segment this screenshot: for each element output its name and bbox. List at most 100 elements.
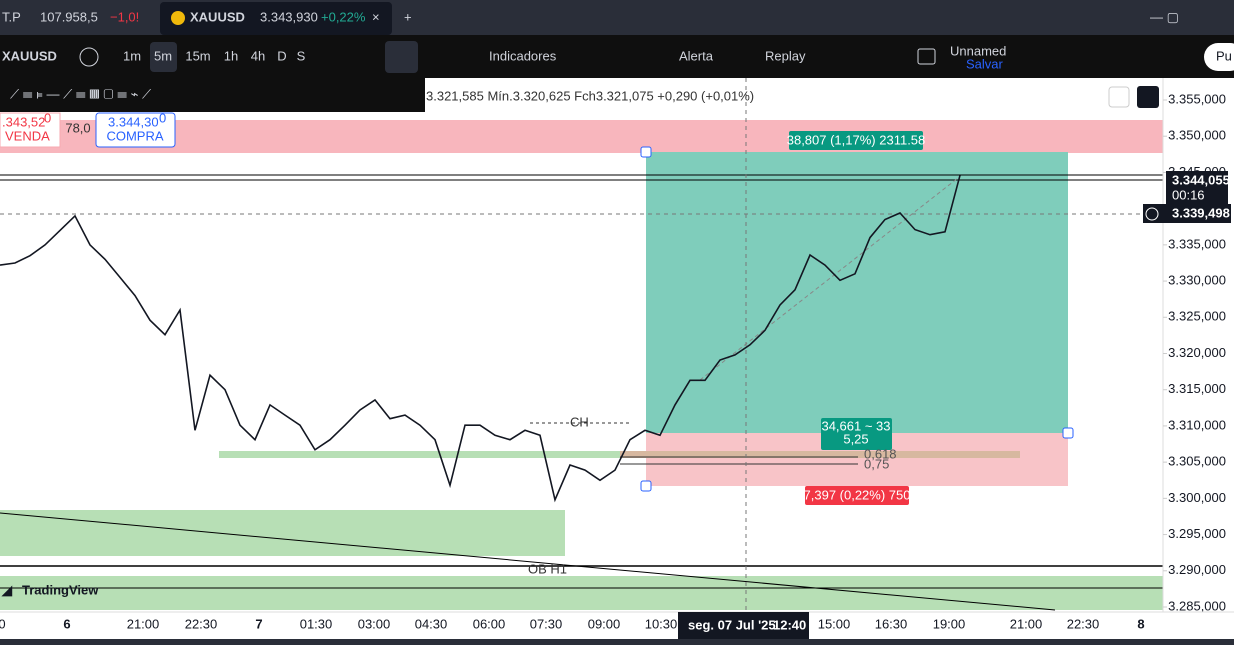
interval-button[interactable]: 1h	[224, 48, 238, 63]
demand-zone	[0, 576, 1163, 610]
spread: 78,0	[65, 120, 90, 135]
chart-type-button[interactable]	[385, 41, 418, 73]
price-tick-label: 3.325,000	[1168, 309, 1226, 324]
drawing-tools[interactable]: ⟋ ☰ ⊧ — ⟋ ☰ ▦ ▢ ☰ ⌁ ⟋	[10, 86, 152, 101]
layout-icon[interactable]	[917, 48, 936, 65]
time-tick-label: 21:00	[1010, 616, 1043, 631]
center-label-box	[821, 418, 892, 450]
publish-label[interactable]: Pu	[1216, 48, 1232, 63]
demand-zone	[0, 510, 565, 556]
time-tick-label: 22:30	[185, 616, 218, 631]
interval-button[interactable]: 5m	[154, 48, 172, 63]
time-tick-label: 15:00	[818, 616, 851, 631]
indicators-button[interactable]: Indicadores	[489, 48, 557, 63]
save-label[interactable]: Salvar	[966, 56, 1004, 71]
brand-logo: ◢	[1, 582, 13, 597]
interval-button[interactable]: D	[277, 48, 286, 63]
price-tick-label: 3.350,000	[1168, 128, 1226, 143]
new-tab[interactable]: +	[404, 9, 412, 24]
crosshair-time: 12:40	[773, 617, 806, 632]
compare-button[interactable]	[79, 47, 99, 67]
trend-line	[699, 177, 959, 381]
price-tick-label: 3.355,000	[1168, 91, 1226, 106]
interval-button[interactable]: S	[297, 48, 306, 63]
drawing-toolbar	[0, 78, 425, 112]
price-tick-label: 3.315,000	[1168, 381, 1226, 396]
price-tick-label: 3.295,000	[1168, 526, 1226, 541]
price-tick-label: 3.300,000	[1168, 490, 1226, 505]
interval-button[interactable]: 1m	[123, 48, 141, 63]
tab-icon	[171, 11, 185, 25]
price-tick-label: 3.305,000	[1168, 454, 1226, 469]
sell-button[interactable]	[0, 112, 61, 148]
handle[interactable]	[640, 146, 652, 158]
time-tick-label: 19:00	[933, 616, 966, 631]
tab-price: 107.958,5	[40, 9, 98, 24]
fib-zone	[620, 451, 1020, 458]
interval-button[interactable]: 4h	[251, 48, 265, 63]
crosshair-date: seg. 07 Jul '25	[688, 617, 776, 632]
replay-button[interactable]: Replay	[765, 48, 806, 63]
time-tick-label: 16:30	[875, 616, 908, 631]
center-label: 34,661 ~ 33	[821, 418, 890, 433]
tab-change: +0,22%	[321, 9, 366, 24]
close-tab[interactable]: ×	[372, 9, 380, 24]
buy-sup: 0	[159, 110, 166, 125]
time-tick-label: 03:00	[358, 616, 391, 631]
handle[interactable]	[640, 480, 652, 492]
price-tick-label: 3.330,000	[1168, 273, 1226, 288]
add-button[interactable]	[1145, 207, 1159, 221]
tab-symbol[interactable]: T.P	[2, 9, 21, 24]
tab-change: −1,0!	[110, 9, 139, 24]
time-tick-label: 04:30	[415, 616, 448, 631]
position-target[interactable]	[646, 152, 1068, 433]
interval-button[interactable]: 15m	[185, 48, 210, 63]
time-tick-label: 22:30	[1067, 616, 1100, 631]
time-tick-label: 0	[0, 616, 6, 631]
time-tick-label: 10:30	[645, 616, 678, 631]
layout-name[interactable]: Unnamed	[950, 43, 1006, 58]
brand: TradingView	[22, 582, 99, 597]
sell-label[interactable]: VENDA	[5, 128, 50, 143]
price-tick-label: 3.310,000	[1168, 417, 1226, 432]
ob-label: OB H1	[528, 561, 567, 576]
ch-label: CH	[570, 414, 589, 429]
symbol[interactable]: XAUUSD	[2, 48, 57, 63]
time-tick-label: 06:00	[473, 616, 506, 631]
price-line	[0, 175, 961, 503]
price-tick-label: 3.290,000	[1168, 562, 1226, 577]
handle[interactable]	[1062, 427, 1074, 439]
trend-line	[0, 512, 1056, 611]
crosshair-price-box	[1143, 204, 1231, 223]
tab-symbol[interactable]: XAUUSD	[190, 9, 245, 24]
bottom-bar	[0, 639, 1234, 645]
target-label: 38,807 (1,17%) 2311.58	[787, 132, 926, 147]
alert-button[interactable]: Alerta	[679, 48, 714, 63]
crosshair-price: 3.339,498	[1172, 205, 1230, 220]
publish-button[interactable]	[1204, 43, 1234, 71]
time-tick-label: 7	[255, 616, 262, 631]
target-label-box	[789, 131, 923, 150]
fib-label: 0,75	[864, 456, 889, 471]
time-tick-label: 09:00	[588, 616, 621, 631]
window-controls[interactable]: — ▢	[1150, 9, 1179, 24]
active-tab[interactable]	[160, 2, 392, 35]
time-tick-label: 07:30	[530, 616, 563, 631]
sell-price[interactable]: .343,52	[2, 114, 45, 129]
stop-label-box	[805, 486, 909, 505]
scroll-button[interactable]	[1108, 86, 1130, 108]
buy-price[interactable]: 3.344,30	[108, 114, 159, 129]
buy-button[interactable]	[95, 112, 176, 148]
sell-sup: 0	[44, 110, 51, 125]
buy-label[interactable]: COMPRA	[106, 128, 163, 143]
fullscreen-button[interactable]	[1137, 86, 1159, 108]
last-price-box	[1166, 171, 1228, 205]
stop-label: 7,397 (0,22%) 750	[804, 487, 911, 502]
price-tick-label: 3.285,000	[1168, 598, 1226, 613]
time-tick-label: 6	[63, 616, 70, 631]
supply-zone	[0, 120, 1163, 153]
price-tick-label: 3.320,000	[1168, 345, 1226, 360]
price-tick-label: 3.335,000	[1168, 236, 1226, 251]
ohlc-legend: 3.321,585 Mín.3.320,625 Fch3.321,075 +0,…	[426, 88, 754, 103]
